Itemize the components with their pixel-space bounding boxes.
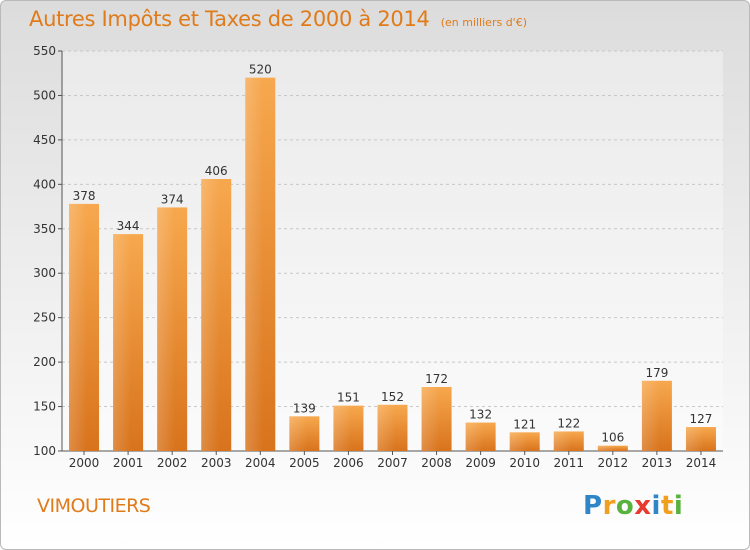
bar-highlight (641, 380, 672, 451)
logo-letter: i (673, 491, 684, 521)
bar-highlight (597, 445, 628, 451)
bar-highlight (157, 207, 188, 451)
chart-title-text: Autres Impôts et Taxes de 2000 à 2014 (29, 7, 430, 31)
data-label: 520 (249, 63, 272, 77)
bar-highlight (553, 431, 584, 451)
y-tick-label: 100 (33, 444, 56, 458)
x-tick-label: 2008 (421, 456, 452, 470)
data-label: 151 (337, 391, 360, 405)
chart-unit: (en milliers d'€) (440, 16, 527, 29)
y-tick-label: 500 (33, 88, 56, 102)
data-label: 172 (425, 372, 448, 386)
data-label: 406 (205, 164, 228, 178)
y-tick-label: 400 (33, 177, 56, 191)
x-tick-label: 2014 (686, 456, 717, 470)
x-tick-label: 2012 (598, 456, 629, 470)
x-tick-label: 2002 (157, 456, 188, 470)
data-label: 344 (117, 219, 140, 233)
bar-highlight (377, 404, 408, 451)
bar-highlight (69, 203, 100, 451)
logo-letter: r (602, 491, 616, 521)
logo-letter: o (615, 491, 635, 521)
data-label: 121 (513, 417, 536, 431)
chart-title: Autres Impôts et Taxes de 2000 à 2014 (e… (29, 7, 527, 31)
bar-highlight (245, 77, 276, 452)
bar-highlight (465, 422, 496, 451)
logo-letter: x (634, 491, 652, 521)
data-label: 106 (601, 431, 624, 445)
logo-letter: t (660, 491, 674, 521)
y-tick-label: 300 (33, 266, 56, 280)
bar-highlight (113, 234, 144, 451)
bar-highlight (421, 387, 452, 451)
bar-highlight (289, 416, 320, 451)
proxiti-logo: Proxiti (583, 491, 683, 521)
data-label: 152 (381, 390, 404, 404)
x-tick-label: 2007 (377, 456, 408, 470)
x-tick-label: 2001 (113, 456, 144, 470)
y-tick-label: 200 (33, 355, 56, 369)
bar-highlight (333, 405, 364, 451)
bar-highlight (201, 179, 232, 451)
data-label: 139 (293, 401, 316, 415)
y-tick-label: 450 (33, 133, 56, 147)
data-label: 374 (161, 192, 184, 206)
x-tick-label: 2009 (465, 456, 496, 470)
x-tick-label: 2000 (69, 456, 100, 470)
logo-letter: P (583, 491, 603, 521)
data-label: 122 (557, 416, 580, 430)
x-tick-label: 2003 (201, 456, 232, 470)
data-label: 127 (690, 412, 713, 426)
y-tick-label: 550 (33, 44, 56, 58)
data-label: 179 (645, 366, 668, 380)
data-label: 132 (469, 408, 492, 422)
x-tick-label: 2006 (333, 456, 364, 470)
x-tick-label: 2004 (245, 456, 276, 470)
logo-letter: i (651, 491, 661, 521)
y-tick-label: 150 (33, 400, 56, 414)
x-tick-label: 2011 (553, 456, 584, 470)
y-tick-label: 350 (33, 222, 56, 236)
commune-name: VIMOUTIERS (37, 495, 151, 517)
bar-highlight (685, 427, 716, 451)
bar-highlight (509, 432, 540, 451)
x-tick-label: 2005 (289, 456, 320, 470)
x-tick-label: 2010 (509, 456, 540, 470)
x-tick-label: 2013 (642, 456, 673, 470)
data-label: 378 (73, 189, 96, 203)
y-tick-label: 250 (33, 311, 56, 325)
